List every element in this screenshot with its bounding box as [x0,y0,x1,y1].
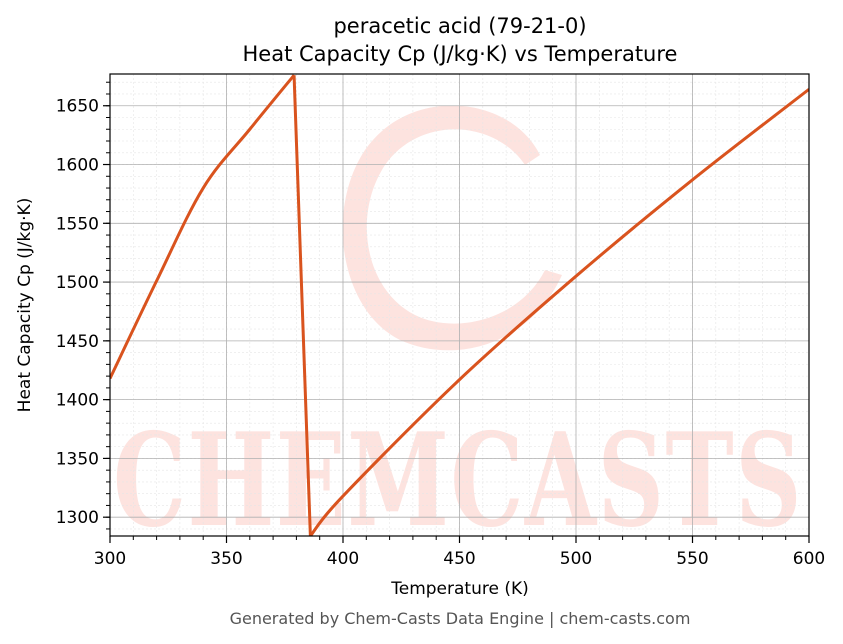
chart-subtitle: Heat Capacity Cp (J/kg·K) vs Temperature [243,42,678,66]
watermark-text: CHEMCASTS [113,406,803,556]
x-tick-label: 550 [676,549,708,569]
footer-credit: Generated by Chem-Casts Data Engine | ch… [230,609,691,628]
x-tick-label: 450 [443,549,475,569]
y-tick-label: 1350 [56,449,99,469]
x-tick-label: 400 [327,549,359,569]
series-line [309,88,809,536]
x-tick-label: 300 [94,549,126,569]
series-line [110,74,296,380]
y-axis-label: Heat Capacity Cp (J/kg·K) [15,198,35,413]
y-tick-label: 1600 [56,156,99,176]
y-axis: 1300 1350 1400 1450 1500 1550 1600 1650 [56,81,110,530]
y-tick-label: 1550 [56,214,99,234]
plot-area: CHEMCASTS [109,73,810,556]
x-tick-label: 600 [793,549,825,569]
data-series [110,74,809,536]
chart-title: peracetic acid (79-21-0) [333,14,586,38]
series-line [292,75,312,536]
x-axis: 300 350 400 450 500 550 600 [94,536,825,569]
y-tick-label: 1650 [56,97,99,117]
x-tick-label: 350 [210,549,242,569]
y-tick-label: 1500 [56,273,99,293]
y-tick-label: 1400 [56,391,99,411]
x-axis-label: Temperature (K) [390,579,529,599]
y-tick-label: 1300 [56,508,99,528]
watermark-logo: CHEMCASTS [113,105,803,556]
major-grid [109,74,810,536]
x-tick-label: 500 [560,549,592,569]
y-tick-label: 1450 [56,332,99,352]
